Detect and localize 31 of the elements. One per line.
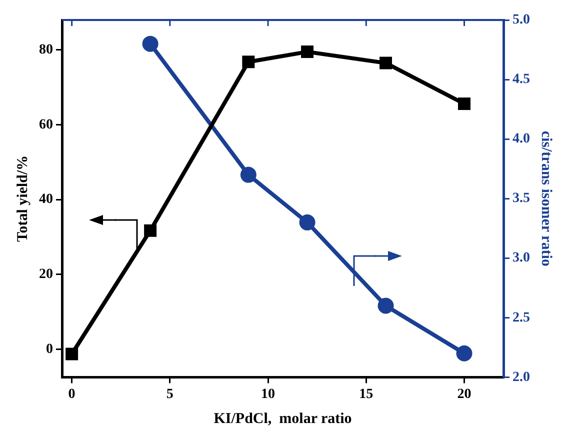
y2-tick-label: 2.0	[512, 370, 530, 385]
x-tick-label: 0	[68, 387, 76, 402]
x-axis-title: KI/PdCl, molar ratio	[214, 410, 352, 427]
y2-tick-label: 4.5	[512, 72, 530, 88]
y2-tick-label: 3.0	[512, 250, 530, 266]
y-tick-label: 80	[39, 42, 53, 58]
point	[299, 214, 316, 230]
point	[301, 46, 314, 58]
y2-tick-label: 2.5	[512, 310, 530, 326]
y2-tick-label: 4.0	[512, 132, 530, 147]
point	[144, 224, 157, 237]
point	[380, 56, 392, 70]
point	[242, 56, 255, 68]
y-tick-label: 60	[39, 117, 53, 132]
x-tick-label: 10	[261, 387, 276, 402]
y2-tick-label: 3.5	[512, 191, 530, 206]
y2-tick-label: 5.0	[512, 12, 530, 28]
point	[458, 98, 470, 110]
y-tick-label: 0	[46, 342, 53, 357]
y-tick-label: 40	[39, 192, 53, 208]
y-tick-label: 20	[39, 266, 53, 282]
point	[66, 348, 78, 360]
point	[240, 166, 256, 183]
x-tick-label: 5	[166, 387, 174, 402]
y2-axis-title: cis/trans isomer ratio	[538, 130, 554, 266]
point	[378, 298, 394, 314]
point	[456, 345, 472, 362]
point	[142, 36, 158, 52]
y-axis-title: Total yield/%	[14, 155, 31, 242]
x-tick-label: 20	[457, 387, 472, 402]
x-tick-label: 15	[359, 387, 374, 402]
